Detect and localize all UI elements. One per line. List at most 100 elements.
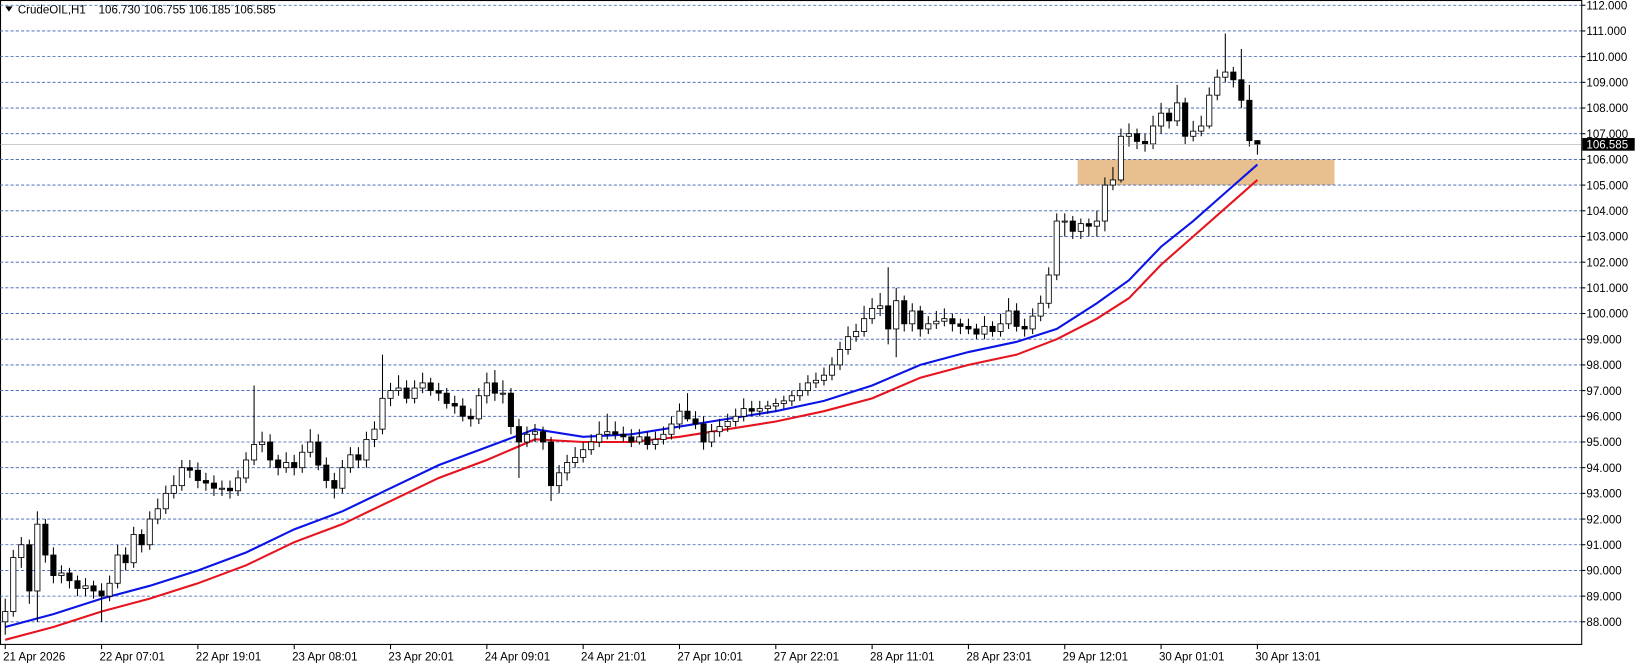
candle-body	[1077, 223, 1084, 232]
candle-body	[1190, 130, 1197, 137]
candle-body	[957, 323, 964, 327]
candle-body	[1045, 274, 1052, 304]
candle-body	[122, 554, 129, 564]
candle-body	[1238, 79, 1245, 101]
candle-body	[700, 423, 707, 443]
candle-body	[539, 431, 547, 443]
x-tick-label: 28 Apr 11:01	[870, 652, 935, 664]
y-tick-label: 90.000	[1586, 566, 1621, 578]
candle-body	[251, 444, 258, 461]
candle-body	[1206, 94, 1213, 127]
candle-body	[1093, 220, 1100, 227]
candle-body	[596, 433, 603, 443]
y-tick-label: 95.000	[1586, 437, 1621, 449]
candle-body	[467, 415, 474, 420]
x-tick-label: 22 Apr 19:01	[196, 652, 261, 664]
candle-body	[315, 441, 322, 466]
candle-body	[267, 441, 274, 461]
candle-body	[98, 590, 105, 597]
candle-body	[780, 400, 787, 404]
candle-body	[732, 415, 739, 422]
candle-body	[1222, 71, 1229, 78]
candle-body	[620, 433, 627, 438]
y-tick-label: 93.000	[1586, 489, 1621, 501]
x-tick-label: 24 Apr 21:01	[581, 652, 646, 664]
candle-body	[804, 382, 811, 392]
candle-body	[1214, 76, 1221, 96]
candle-body	[636, 436, 643, 443]
candle-body	[403, 387, 410, 399]
candle-body	[1150, 125, 1157, 145]
candle-body	[307, 441, 314, 453]
candle-body	[612, 431, 619, 435]
candle-body	[58, 572, 65, 576]
y-tick-label: 89.000	[1586, 591, 1621, 603]
y-tick-label: 91.000	[1586, 540, 1621, 552]
candle-body	[507, 392, 514, 427]
candle-body	[395, 387, 402, 392]
candle-body	[1198, 125, 1205, 132]
y-tick-label: 103.000	[1586, 232, 1628, 244]
candle-body	[74, 580, 81, 589]
candle-body	[1005, 310, 1012, 325]
y-tick-label: 108.000	[1586, 103, 1628, 115]
y-tick-label: 105.000	[1586, 180, 1628, 192]
candle-body	[812, 379, 819, 384]
candle-body	[18, 544, 25, 559]
candle-body	[10, 557, 17, 612]
candle-body	[580, 449, 587, 458]
candle-body	[483, 382, 490, 397]
x-tick-label: 21 Apr 2026	[3, 652, 65, 664]
candle-body	[1174, 102, 1181, 122]
y-tick-label: 111.000	[1586, 26, 1626, 38]
candle-body	[170, 485, 177, 494]
y-tick-label: 102.000	[1586, 257, 1628, 269]
candle-body	[844, 336, 852, 350]
candle-body	[419, 382, 426, 389]
candle-body	[949, 318, 956, 325]
y-tick-label: 101.000	[1586, 283, 1628, 295]
candle-body	[989, 325, 996, 332]
candle-body	[218, 487, 226, 490]
candle-body	[764, 405, 771, 410]
candle-body	[138, 534, 145, 546]
candle-body	[331, 480, 338, 489]
candle-body	[243, 459, 250, 479]
candle-body	[676, 410, 683, 425]
x-tick-label: 30 Apr 13:01	[1255, 652, 1320, 664]
candle-body	[1158, 112, 1165, 127]
candle-body	[202, 480, 209, 484]
candle-body	[917, 310, 924, 330]
candle-body	[828, 364, 836, 376]
y-tick-label: 88.000	[1586, 617, 1621, 629]
candle-body	[162, 492, 169, 510]
candle-body	[684, 410, 691, 420]
candle-body	[909, 310, 916, 325]
candle-body	[692, 418, 699, 425]
y-tick-label: 94.000	[1586, 463, 1621, 475]
y-tick-label: 112.000	[1586, 0, 1627, 12]
candle-body	[427, 382, 434, 392]
candle-body	[379, 397, 386, 430]
symbol: CrudeOIL,H1	[18, 5, 86, 17]
candle-body	[291, 462, 298, 469]
candle-body	[1166, 112, 1173, 122]
candle-body	[339, 467, 346, 489]
candle-body	[1085, 223, 1092, 227]
menu-triangle[interactable]	[5, 6, 13, 12]
ohlc-low: 106.185	[189, 5, 231, 17]
candle-body	[82, 585, 89, 589]
candle-body	[788, 395, 795, 402]
candle-body	[556, 472, 563, 487]
candle-body	[973, 328, 980, 335]
candle-body	[234, 477, 242, 492]
x-tick-label: 29 Apr 12:01	[1063, 652, 1128, 664]
candle-body	[1101, 184, 1108, 222]
candle-body	[1109, 179, 1116, 186]
candle-body	[1117, 135, 1124, 181]
candle-body	[1037, 302, 1044, 317]
candle-body	[1061, 220, 1068, 223]
candle-body	[355, 454, 362, 461]
